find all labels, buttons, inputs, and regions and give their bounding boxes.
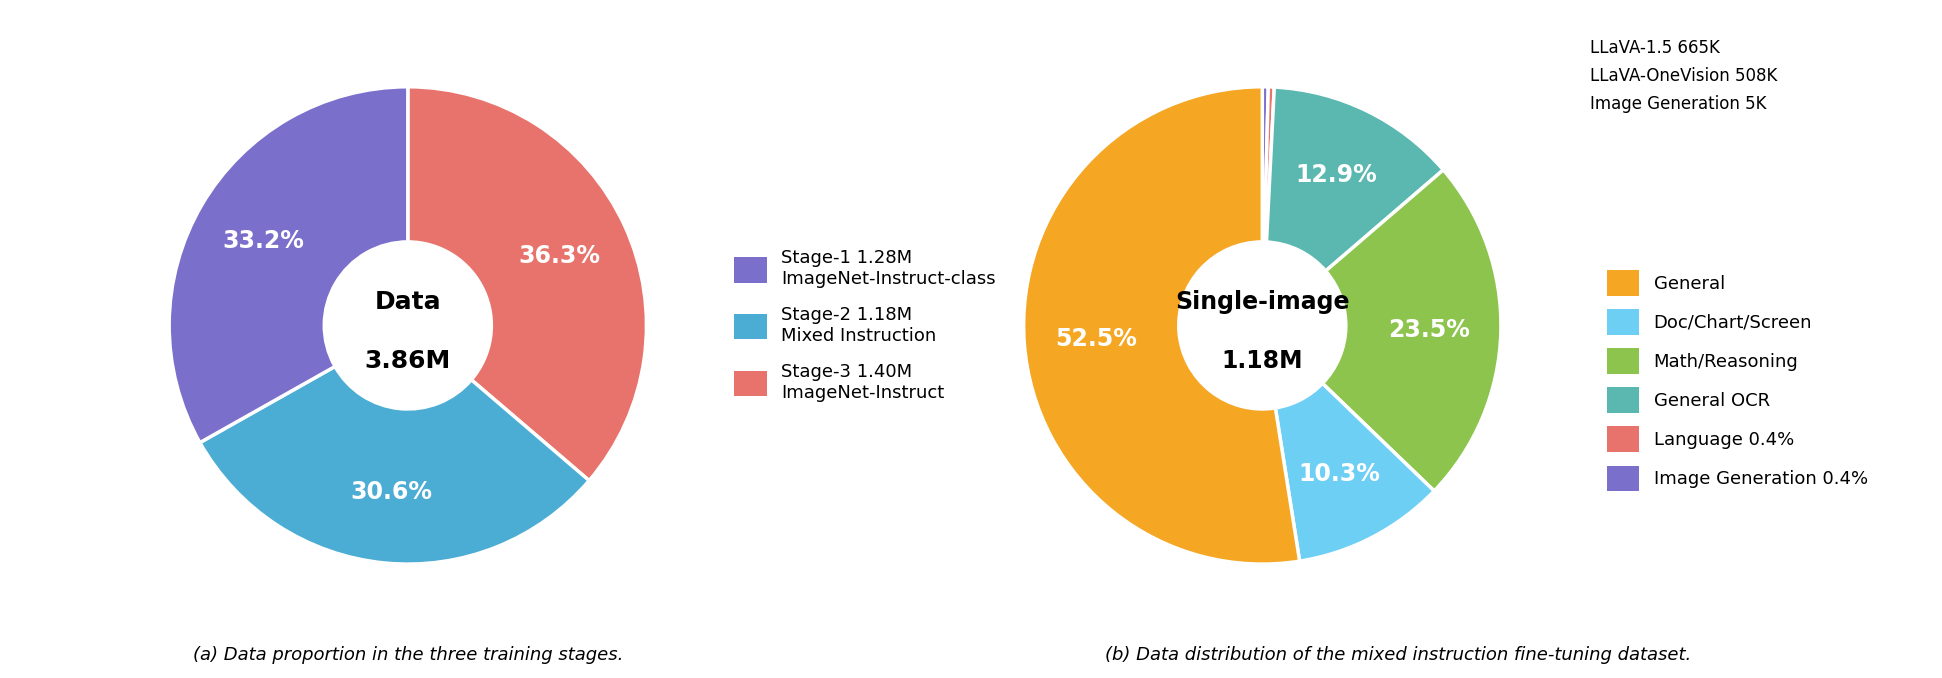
Text: 1.18M: 1.18M xyxy=(1222,349,1303,373)
Text: 36.3%: 36.3% xyxy=(519,243,600,268)
Text: 10.3%: 10.3% xyxy=(1299,462,1381,485)
Text: (a) Data proportion in the three training stages.: (a) Data proportion in the three trainin… xyxy=(192,646,623,664)
Wedge shape xyxy=(1264,87,1274,242)
Text: 52.5%: 52.5% xyxy=(1055,327,1136,351)
Wedge shape xyxy=(1266,87,1443,271)
Legend: Stage-1 1.28M
ImageNet-Instruct-class, Stage-2 1.18M
Mixed Instruction, Stage-3 : Stage-1 1.28M ImageNet-Instruct-class, S… xyxy=(726,242,1004,409)
Wedge shape xyxy=(200,366,588,564)
Text: 12.9%: 12.9% xyxy=(1295,163,1377,187)
Text: (b) Data distribution of the mixed instruction fine-tuning dataset.: (b) Data distribution of the mixed instr… xyxy=(1105,646,1691,664)
Text: 33.2%: 33.2% xyxy=(223,229,305,253)
Wedge shape xyxy=(1276,383,1435,561)
Wedge shape xyxy=(1323,170,1501,491)
Wedge shape xyxy=(169,87,408,443)
Wedge shape xyxy=(408,87,647,481)
Text: LLaVA-1.5 665K
LLaVA-OneVision 508K
Image Generation 5K: LLaVA-1.5 665K LLaVA-OneVision 508K Imag… xyxy=(1590,39,1777,113)
Legend: General, Doc/Chart/Screen, Math/Reasoning, General OCR, Language 0.4%, Image Gen: General, Doc/Chart/Screen, Math/Reasonin… xyxy=(1600,263,1874,498)
Text: 3.86M: 3.86M xyxy=(365,349,451,373)
Text: Single-image: Single-image xyxy=(1175,290,1350,313)
Wedge shape xyxy=(1262,87,1268,242)
Text: 30.6%: 30.6% xyxy=(352,480,433,504)
Wedge shape xyxy=(1023,87,1299,564)
Text: Data: Data xyxy=(375,290,441,313)
Text: 23.5%: 23.5% xyxy=(1389,318,1470,342)
